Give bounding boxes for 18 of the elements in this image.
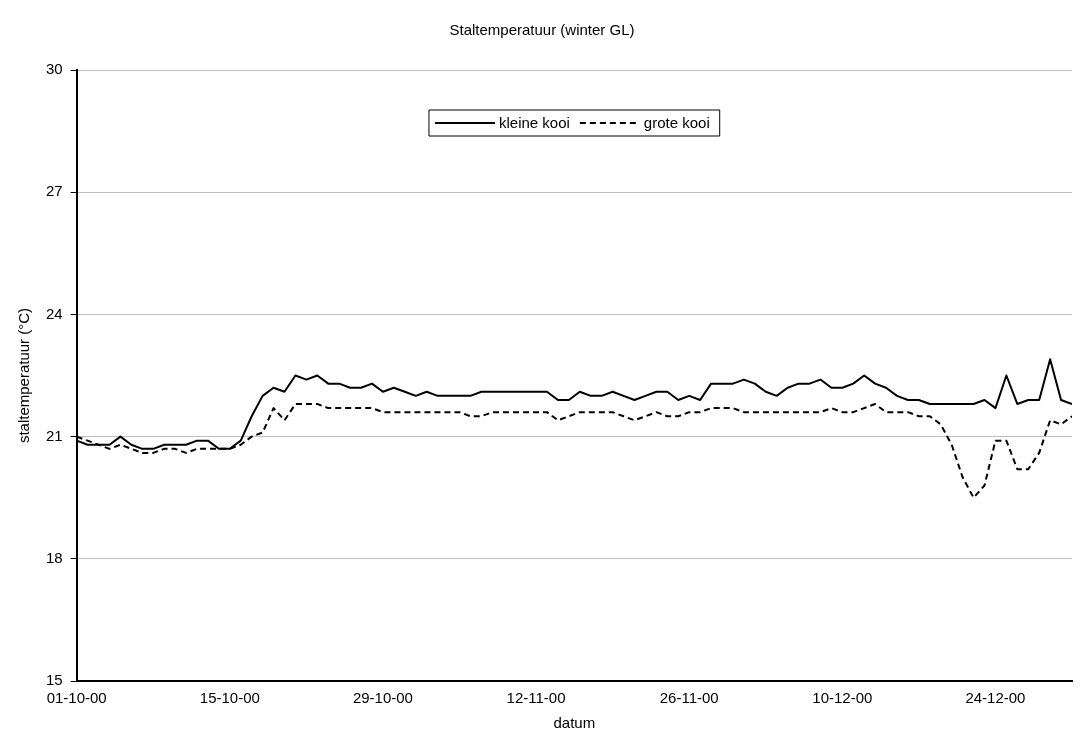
y-tick-label: 18 — [46, 548, 63, 566]
legend-label: grote kooi — [643, 114, 710, 132]
y-tick-label: 30 — [46, 60, 63, 78]
chart-title: Staltemperatuur (winter GL) — [449, 21, 635, 39]
legend-label: kleine kooi — [498, 114, 570, 132]
x-tick-label: 26-11-00 — [659, 689, 719, 707]
x-axis-title: datum — [553, 714, 596, 732]
x-tick-label: 15-10-00 — [199, 689, 260, 707]
x-tick-label: 10-12-00 — [812, 689, 873, 707]
y-axis-title: staltemperatuur (°C) — [15, 307, 33, 444]
x-tick-label: 24-12-00 — [965, 689, 1026, 707]
x-tick-label: 12-11-00 — [506, 689, 566, 707]
y-tick-label: 15 — [46, 671, 63, 689]
y-tick-label: 27 — [46, 182, 63, 200]
y-tick-label: 24 — [46, 304, 63, 322]
y-tick-label: 21 — [46, 426, 63, 444]
x-tick-label: 01-10-00 — [46, 689, 107, 707]
x-tick-label: 29-10-00 — [352, 689, 413, 707]
